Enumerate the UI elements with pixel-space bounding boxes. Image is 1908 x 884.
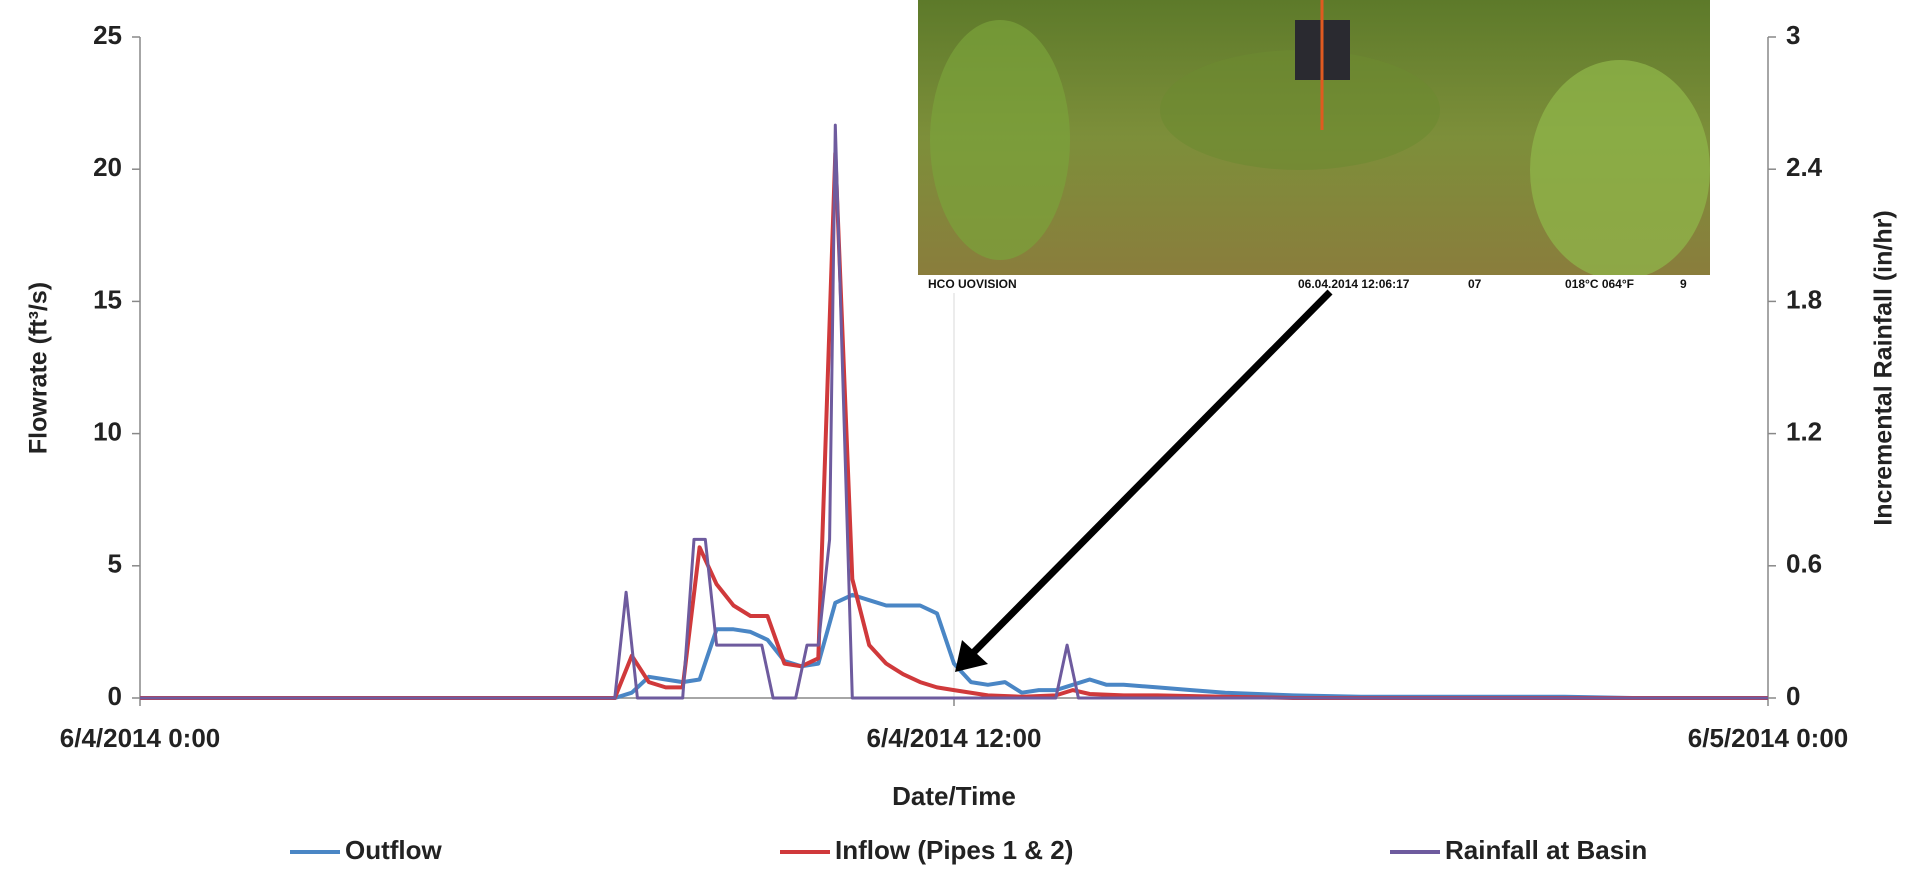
y2-tick-label: 2.4	[1786, 152, 1823, 182]
y-tick-label: 0	[108, 681, 122, 711]
y-tick-label: 25	[93, 20, 122, 50]
photo-caption: 018°C 064°F	[1565, 277, 1634, 291]
annotation-arrow	[972, 292, 1330, 654]
legend-label: Inflow (Pipes 1 & 2)	[835, 835, 1073, 865]
y2-tick-label: 1.2	[1786, 416, 1822, 446]
x-tick-label: 6/5/2014 0:00	[1688, 723, 1848, 753]
y-tick-label: 5	[108, 549, 122, 579]
y2-tick-label: 0	[1786, 681, 1800, 711]
chart: HCO UOVISION 06.04.2014 12:06:17 07 018°…	[0, 0, 1908, 879]
y-axis-title: Flowrate (ft³/s)	[25, 282, 53, 454]
photo-caption: 07	[1468, 277, 1482, 291]
y2-tick-label: 3	[1786, 20, 1800, 50]
photo-caption: HCO UOVISION	[928, 277, 1017, 291]
y2-tick-label: 1.8	[1786, 284, 1822, 314]
site-photo: HCO UOVISION 06.04.2014 12:06:17 07 018°…	[918, 0, 1710, 293]
x-axis-title: Date/Time	[892, 781, 1016, 811]
y2-axis-title: Incremental Rainfall (in/hr)	[1870, 210, 1898, 525]
x-tick-label: 6/4/2014 12:00	[867, 723, 1042, 753]
photo-plant	[930, 20, 1070, 260]
photo-caption: 06.04.2014 12:06:17	[1298, 277, 1410, 291]
legend-label: Outflow	[345, 835, 443, 865]
y-tick-label: 20	[93, 152, 122, 182]
y-tick-label: 15	[93, 284, 122, 314]
photo-caption: 9	[1680, 277, 1687, 291]
y2-tick-label: 0.6	[1786, 549, 1822, 579]
page: HCO UOVISION 06.04.2014 12:06:17 07 018°…	[0, 0, 1908, 884]
photo-plant	[1530, 60, 1710, 280]
x-tick-label: 6/4/2014 0:00	[60, 723, 220, 753]
y-tick-label: 10	[93, 416, 122, 446]
legend-label: Rainfall at Basin	[1445, 835, 1647, 865]
